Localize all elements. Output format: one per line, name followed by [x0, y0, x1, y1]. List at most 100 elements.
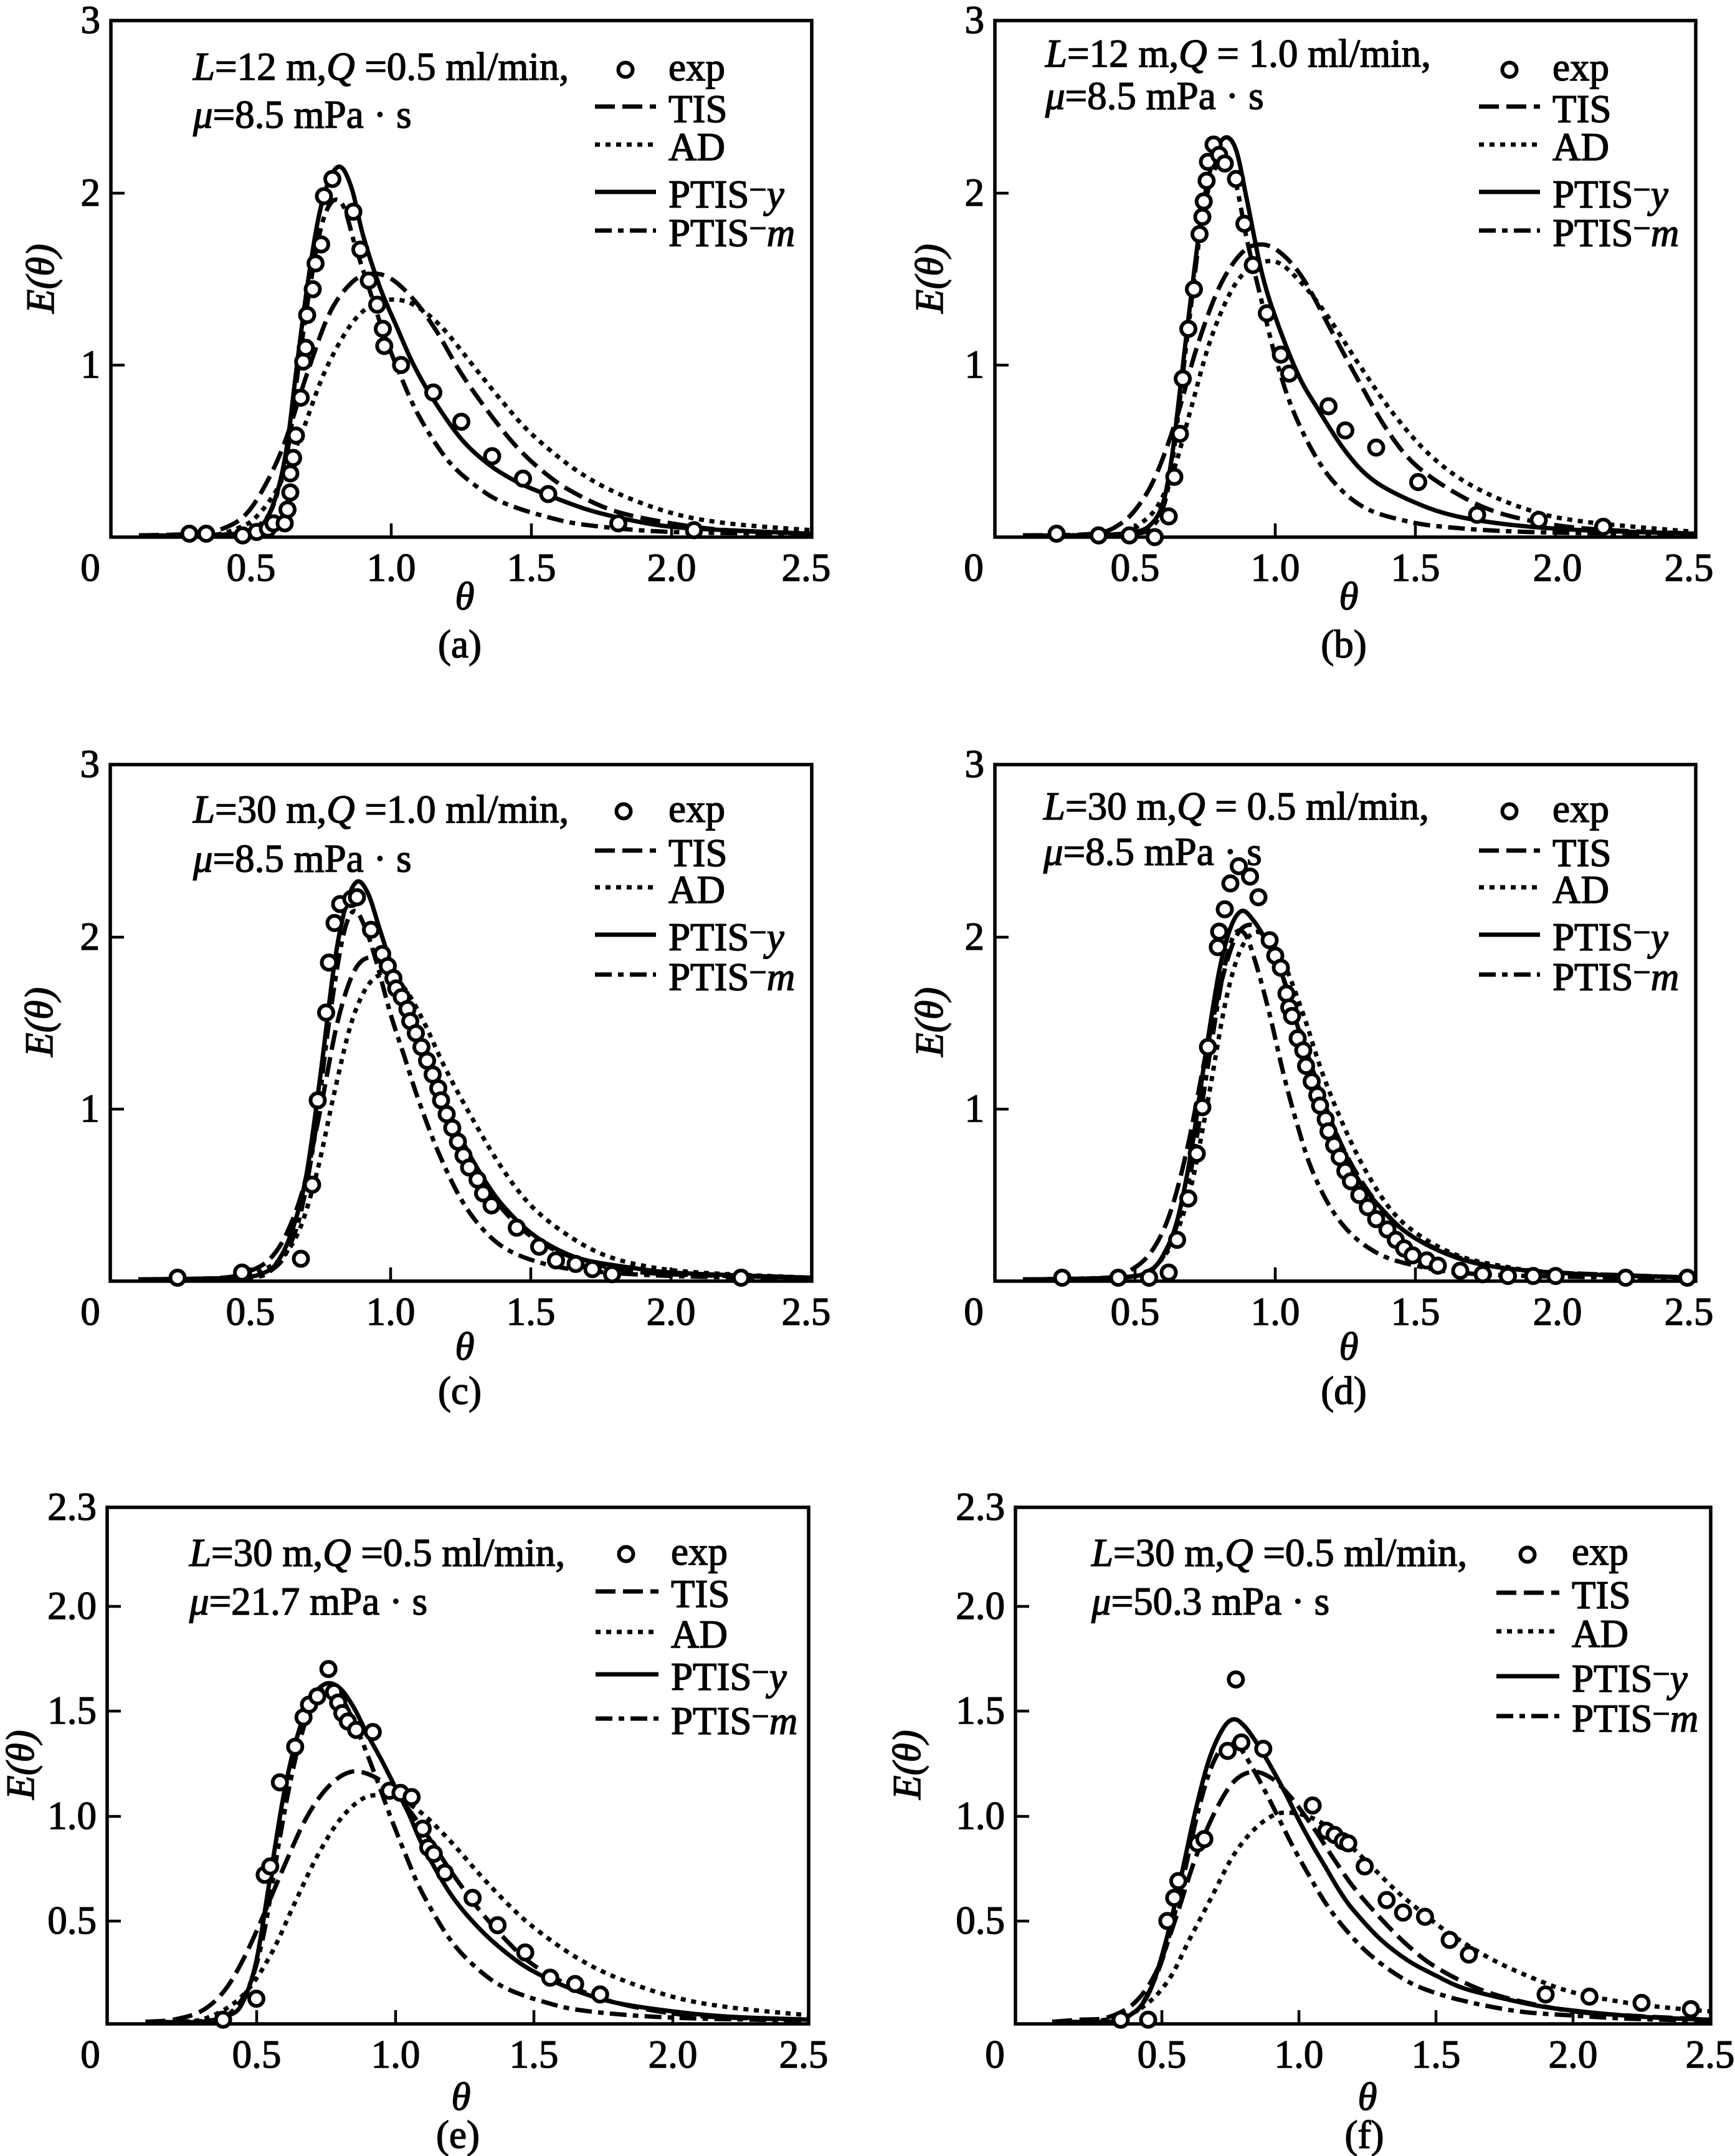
- svg-text:2.0: 2.0: [956, 1584, 1005, 1628]
- svg-text:exp: exp: [668, 45, 725, 89]
- svg-text:1.5: 1.5: [507, 546, 556, 589]
- svg-text:exp: exp: [1572, 1530, 1628, 1573]
- svg-text:PTIS−y: PTIS−y: [668, 172, 784, 216]
- svg-text:0: 0: [80, 1290, 100, 1333]
- svg-text:2.0: 2.0: [647, 546, 696, 589]
- svg-text:3: 3: [80, 742, 100, 786]
- svg-text:TIS: TIS: [671, 1572, 730, 1616]
- svg-text:AD: AD: [668, 868, 725, 912]
- svg-text:1.5: 1.5: [1391, 1290, 1440, 1333]
- svg-text:PTIS−m: PTIS−m: [1572, 1696, 1698, 1740]
- svg-text:PTIS−y: PTIS−y: [1572, 1656, 1688, 1700]
- svg-text:0.5: 0.5: [232, 2033, 282, 2076]
- svg-text:1.0: 1.0: [367, 546, 416, 589]
- svg-text:μ=8.5 mPa · s: μ=8.5 mPa · s: [193, 93, 412, 136]
- svg-text:1.5: 1.5: [1412, 2033, 1461, 2076]
- svg-text:1.0: 1.0: [1275, 2033, 1324, 2076]
- svg-text:θ: θ: [1339, 1325, 1359, 1368]
- svg-text:1: 1: [965, 1087, 985, 1130]
- svg-text:0: 0: [964, 1290, 984, 1333]
- svg-text:2.0: 2.0: [1549, 2033, 1598, 2076]
- svg-text:0.5: 0.5: [1111, 1290, 1160, 1333]
- svg-text:TIS: TIS: [1572, 1573, 1631, 1617]
- svg-text:AD: AD: [671, 1613, 728, 1656]
- svg-text:0.5: 0.5: [1138, 2033, 1187, 2076]
- svg-text:μ=8.5 mPa · s: μ=8.5 mPa · s: [193, 837, 412, 880]
- svg-text:2: 2: [965, 915, 985, 958]
- svg-text:(d): (d): [1321, 1369, 1366, 1413]
- svg-text:1.5: 1.5: [47, 1689, 97, 1732]
- svg-text:3: 3: [965, 0, 985, 42]
- svg-text:(e): (e): [436, 2113, 480, 2156]
- svg-text:2.5: 2.5: [779, 2033, 829, 2076]
- svg-text:2.5: 2.5: [782, 1290, 831, 1333]
- svg-text:TIS: TIS: [1552, 831, 1612, 875]
- svg-text:θ: θ: [455, 1325, 475, 1368]
- svg-text:L=30 m,Q =0.5 ml/min,: L=30 m,Q =0.5 ml/min,: [1091, 1531, 1467, 1575]
- svg-text:PTIS−y: PTIS−y: [671, 1654, 787, 1699]
- svg-text:TIS: TIS: [668, 831, 728, 875]
- svg-text:exp: exp: [671, 1530, 728, 1573]
- svg-text:θ: θ: [455, 575, 475, 618]
- svg-text:2.0: 2.0: [647, 1290, 696, 1333]
- svg-text:AD: AD: [1572, 1612, 1628, 1656]
- svg-text:θ: θ: [1358, 2075, 1377, 2119]
- svg-text:0.5: 0.5: [227, 546, 276, 589]
- svg-text:2.3: 2.3: [47, 1485, 97, 1529]
- svg-text:1.0: 1.0: [366, 1290, 416, 1333]
- svg-text:L=12 m,Q = 1.0 ml/min,: L=12 m,Q = 1.0 ml/min,: [1045, 32, 1431, 75]
- svg-text:2.0: 2.0: [1533, 546, 1582, 589]
- svg-text:2: 2: [965, 171, 985, 214]
- svg-text:μ=21.7 mPa · s: μ=21.7 mPa · s: [189, 1580, 427, 1623]
- svg-text:E(θ): E(θ): [17, 987, 61, 1057]
- svg-text:PTIS−m: PTIS−m: [1552, 211, 1679, 255]
- svg-text:PTIS−m: PTIS−m: [668, 211, 795, 255]
- svg-text:1.0: 1.0: [371, 2033, 421, 2076]
- svg-text:0: 0: [964, 546, 984, 589]
- svg-text:1.5: 1.5: [1391, 546, 1440, 589]
- svg-text:0: 0: [985, 2033, 1005, 2076]
- svg-text:1: 1: [80, 1087, 100, 1130]
- svg-text:0.5: 0.5: [47, 1899, 97, 1942]
- svg-text:2.0: 2.0: [649, 2033, 698, 2076]
- svg-text:PTIS−m: PTIS−m: [668, 955, 795, 999]
- svg-text:PTIS−y: PTIS−y: [668, 915, 784, 959]
- svg-text:(c): (c): [438, 1369, 482, 1413]
- svg-text:μ=8.5 mPa · s: μ=8.5 mPa · s: [1045, 74, 1264, 118]
- svg-text:2.5: 2.5: [782, 546, 831, 589]
- svg-text:θ: θ: [452, 2075, 471, 2119]
- svg-text:E(θ): E(θ): [908, 244, 951, 313]
- svg-text:2.3: 2.3: [956, 1485, 1005, 1529]
- svg-text:PTIS−y: PTIS−y: [1552, 915, 1668, 959]
- svg-text:0.5: 0.5: [1111, 546, 1160, 589]
- svg-text:2: 2: [81, 171, 101, 214]
- svg-text:exp: exp: [1552, 45, 1609, 89]
- svg-text:PTIS−m: PTIS−m: [1552, 955, 1679, 999]
- svg-text:(a): (a): [438, 622, 482, 666]
- svg-text:3: 3: [81, 0, 101, 42]
- svg-text:L=30 m,Q =0.5 ml/min,: L=30 m,Q =0.5 ml/min,: [189, 1531, 565, 1575]
- svg-text:E(θ): E(θ): [908, 987, 951, 1057]
- svg-text:AD: AD: [1552, 868, 1609, 912]
- svg-text:2.0: 2.0: [47, 1584, 97, 1628]
- svg-text:θ: θ: [1339, 575, 1359, 618]
- svg-text:AD: AD: [1552, 125, 1609, 169]
- svg-text:E(θ): E(θ): [0, 1730, 42, 1800]
- svg-text:1.5: 1.5: [956, 1689, 1005, 1732]
- svg-text:TIS: TIS: [1552, 87, 1612, 131]
- svg-text:1: 1: [81, 343, 101, 386]
- svg-text:1.0: 1.0: [47, 1794, 97, 1838]
- svg-text:1.0: 1.0: [956, 1794, 1005, 1838]
- svg-text:L=30 m,Q =1.0 ml/min,: L=30 m,Q =1.0 ml/min,: [193, 788, 569, 831]
- svg-text:TIS: TIS: [668, 87, 728, 131]
- svg-text:exp: exp: [1552, 787, 1609, 831]
- svg-text:2.0: 2.0: [1533, 1290, 1582, 1333]
- svg-text:3: 3: [965, 742, 985, 786]
- svg-text:1.0: 1.0: [1251, 546, 1300, 589]
- svg-text:0: 0: [80, 2033, 100, 2076]
- svg-text:exp: exp: [668, 787, 725, 831]
- svg-text:0.5: 0.5: [226, 1290, 275, 1333]
- svg-text:L=30 m,Q = 0.5 ml/min,: L=30 m,Q = 0.5 ml/min,: [1043, 785, 1429, 828]
- svg-text:μ=8.5 mPa · s: μ=8.5 mPa · s: [1043, 830, 1262, 874]
- svg-text:0: 0: [80, 546, 100, 589]
